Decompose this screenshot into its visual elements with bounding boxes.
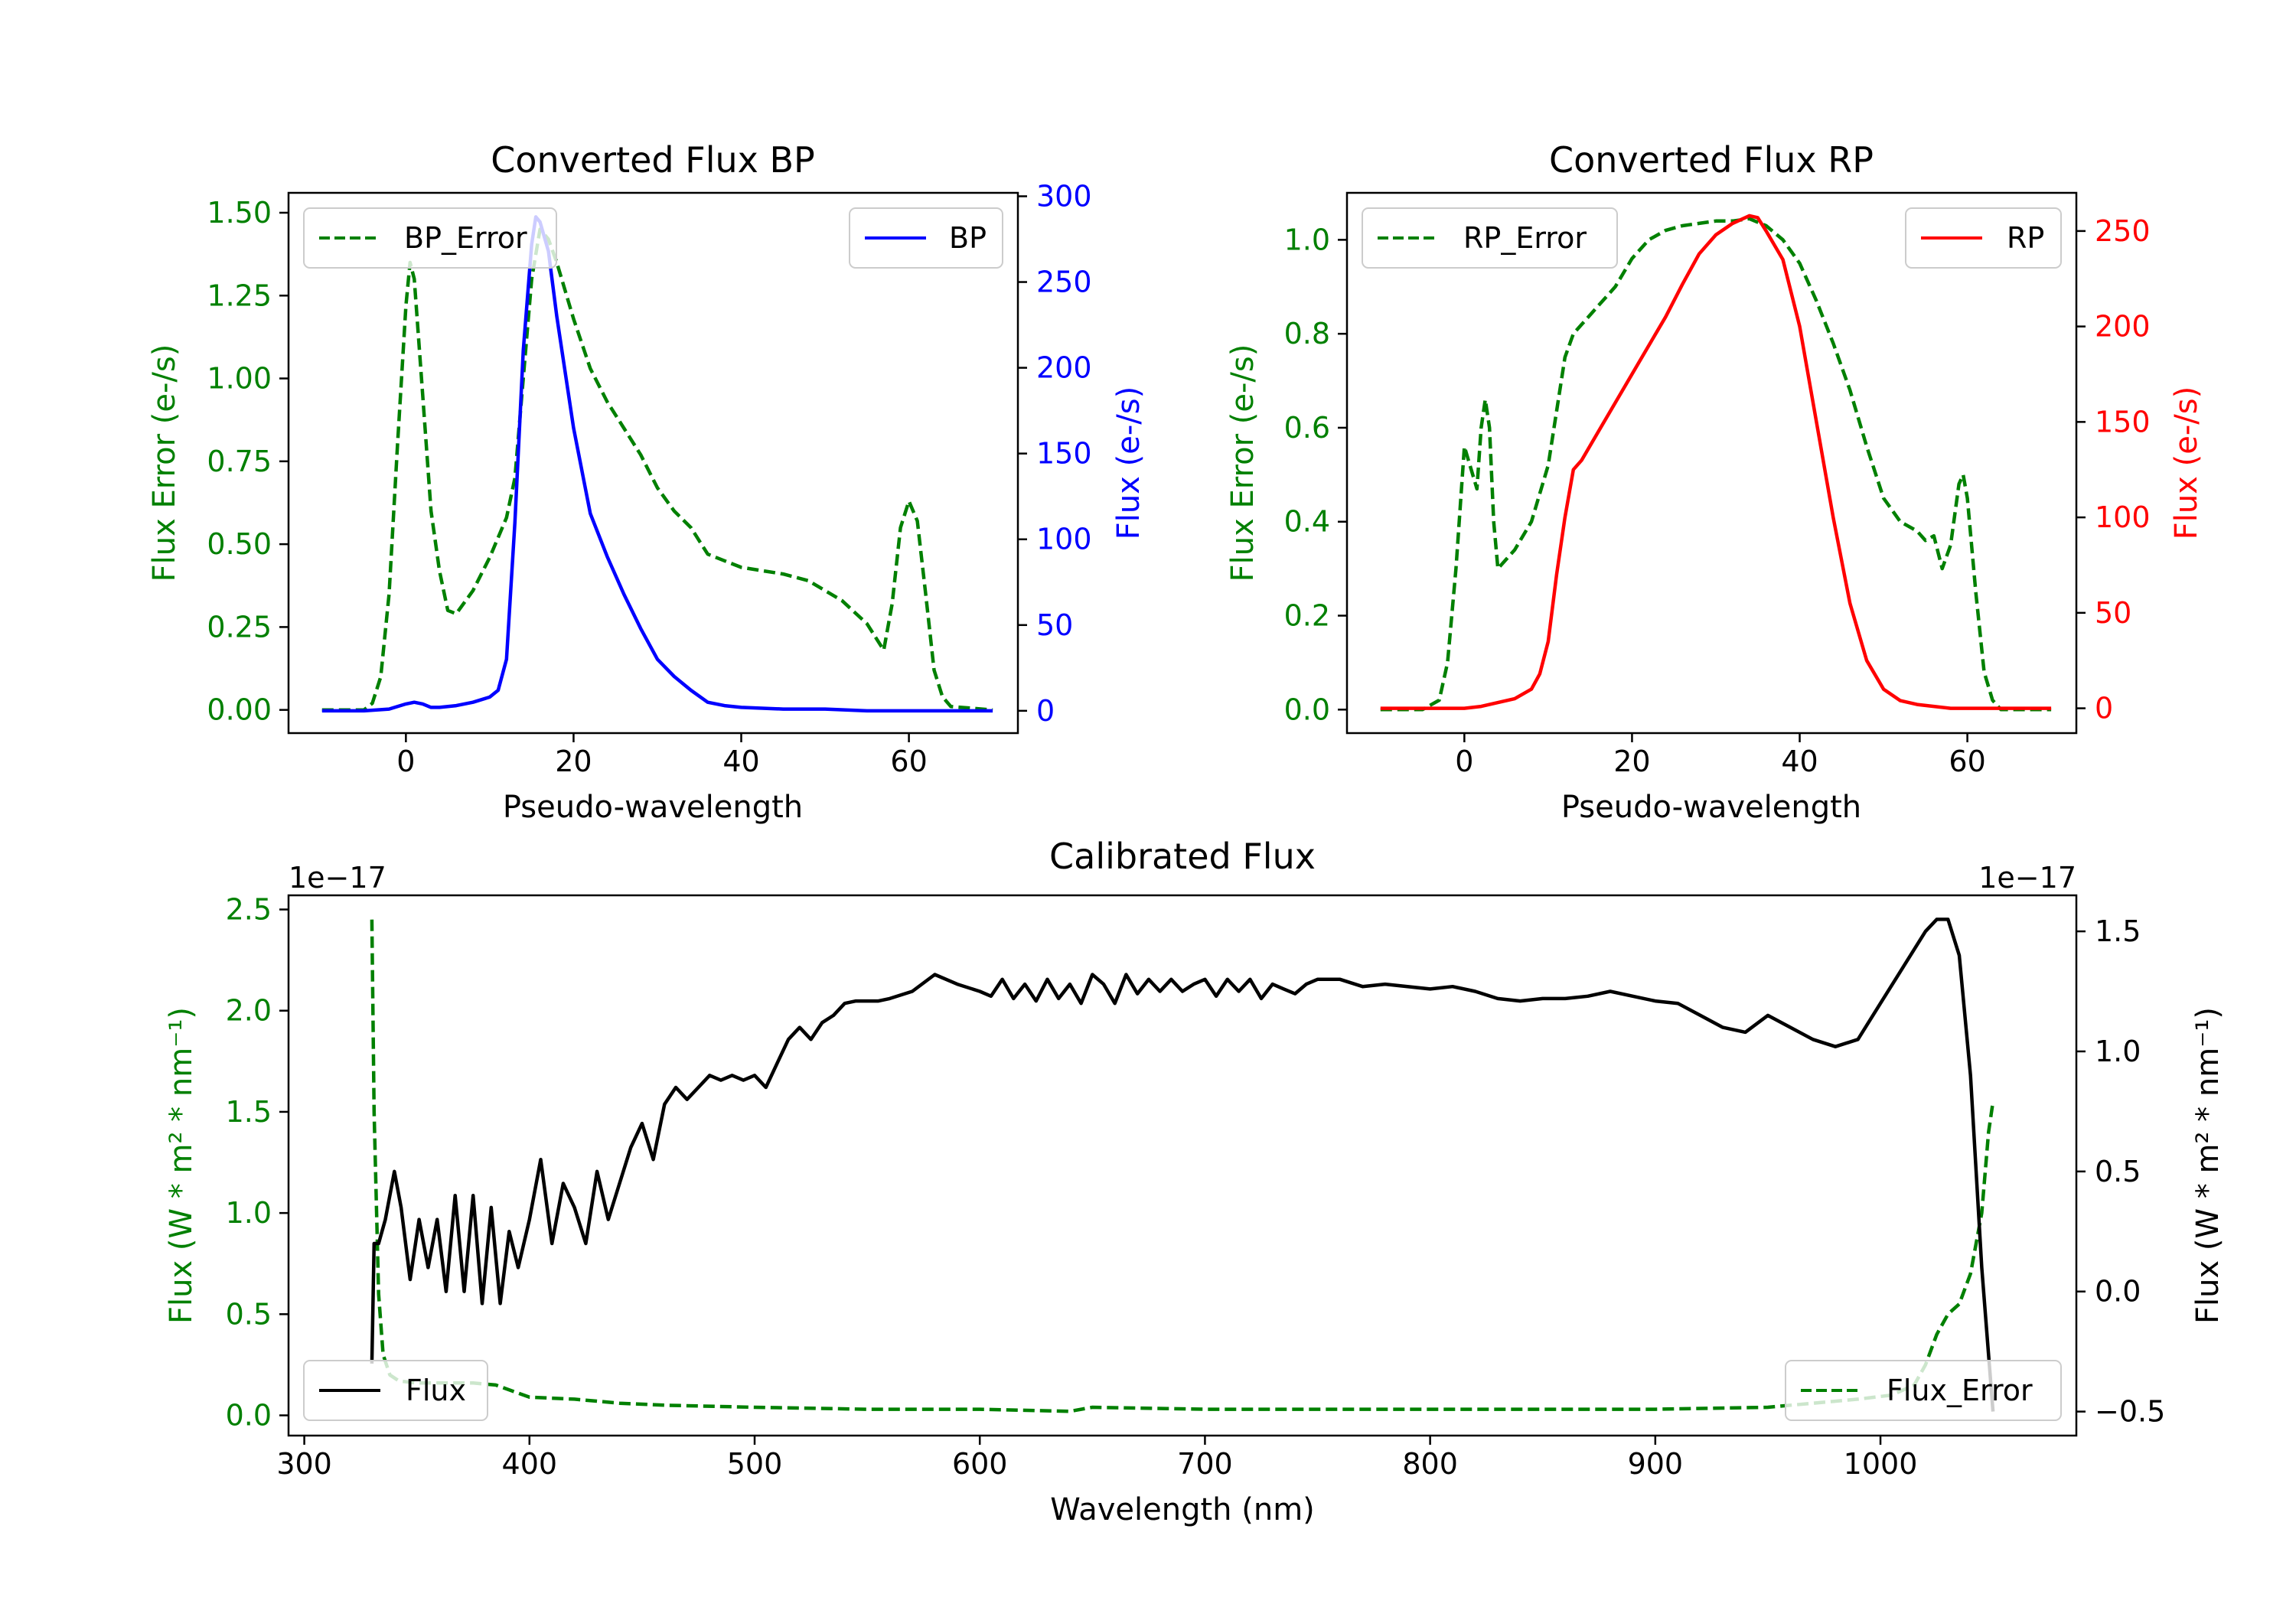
- chart-rp-legend-right: RP: [1905, 207, 2062, 269]
- chart-cal-xtick-label: 800: [1402, 1447, 1458, 1481]
- chart-bp-ylabel-right: Flux (e-/s): [1111, 386, 1146, 539]
- chart-cal-xtick-label: 700: [1177, 1447, 1233, 1481]
- chart-bp-ytick-right-label: 250: [1036, 266, 1092, 299]
- chart-rp-legend-right-label: RP: [2007, 221, 2044, 255]
- chart-cal-ytick-right-label: 1.0: [2095, 1035, 2141, 1068]
- chart-rp-xtick-label: 40: [1781, 745, 1818, 778]
- chart-bp-ytick-right-label: 200: [1036, 351, 1092, 385]
- chart-rp-legend-left: RP_Error: [1362, 207, 1618, 269]
- chart-bp-frame: [287, 191, 1019, 735]
- chart-bp-legend-left-label: BP_Error: [404, 221, 527, 255]
- chart-bp-ytick-right-label: 300: [1036, 179, 1092, 213]
- chart-calibrated-ylabel-left: Flux (W * m² * nm⁻¹): [164, 1007, 199, 1324]
- chart-bp-series-bp-error: [321, 227, 993, 712]
- chart-cal-xtick-label: 1000: [1844, 1447, 1918, 1481]
- chart-rp-xtick-label: 20: [1613, 745, 1650, 778]
- chart-bp-ytick-left-label: 0.75: [207, 445, 272, 478]
- chart-bp-xtick-label: 60: [890, 745, 927, 778]
- chart-bp-ytick-left-label: 0.00: [207, 693, 272, 727]
- chart-calibrated-title: Calibrated Flux: [1049, 836, 1316, 877]
- chart-bp-xlabel: Pseudo-wavelength: [503, 790, 803, 825]
- chart-rp-ytick-left-label: 0.4: [1284, 505, 1330, 539]
- chart-cal-ytick-left-label: 1.0: [226, 1196, 272, 1230]
- chart-bp-title: Converted Flux BP: [491, 139, 815, 181]
- chart-rp-ytick-left-label: 1.0: [1284, 223, 1330, 256]
- chart-bp-xtick-label: 40: [722, 745, 759, 778]
- chart-rp-ylabel-left: Flux Error (e-/s): [1225, 344, 1261, 582]
- chart-rp-legend-left-label: RP_Error: [1463, 221, 1587, 255]
- chart-bp-ytick-right-label: 50: [1036, 608, 1073, 642]
- chart-cal-ytick-right-label: 0.0: [2095, 1275, 2141, 1309]
- chart-calibrated-xlabel: Wavelength (nm): [1050, 1492, 1315, 1527]
- chart-calibrated-frame: [287, 894, 2078, 1437]
- chart-cal-ytick-left-label: 0.5: [226, 1297, 272, 1331]
- chart-bp-xtick-label: 20: [555, 745, 592, 778]
- chart-rp-ytick-right-label: 100: [2095, 500, 2151, 534]
- chart-rp-ytick-left-label: 0.2: [1284, 599, 1330, 633]
- chart-calibrated-legend-right-label: Flux_Error: [1887, 1374, 2033, 1407]
- chart-bp-ytick-left-label: 0.50: [207, 527, 272, 561]
- chart-cal-ytick-right-label: 1.5: [2095, 914, 2141, 948]
- chart-bp-legend-left: BP_Error: [303, 207, 557, 269]
- chart-cal-xtick-label: 500: [727, 1447, 783, 1481]
- chart-rp-ytick-left-label: 0.0: [1284, 693, 1330, 726]
- chart-bp-ytick-left-label: 1.00: [207, 362, 272, 396]
- chart-cal-ytick-left-label: 2.0: [226, 994, 272, 1028]
- chart-rp-ytick-right-label: 200: [2095, 310, 2151, 344]
- chart-cal-ytick-right-label: −0.5: [2095, 1395, 2165, 1429]
- chart-bp-series-bp: [321, 215, 993, 713]
- chart-cal-xtick-label: 400: [502, 1447, 558, 1481]
- chart-cal-xtick-label: 900: [1628, 1447, 1684, 1481]
- chart-rp-series-rp-error: [1380, 217, 2052, 712]
- chart-bp-legend-right-label: BP: [949, 221, 987, 255]
- chart-rp: Converted Flux RP 0 20 40 60 0.0 0.2 0.4 0.6 0.…: [1225, 139, 2204, 825]
- chart-rp-xtick-label: 60: [1949, 745, 1985, 778]
- chart-calibrated: Calibrated Flux 1e−17 1e−17 300 400 500 600…: [164, 836, 2226, 1527]
- chart-bp: Converted Flux BP 0 20 40 60 0.00 0.25 0.50 0.…: [147, 139, 1146, 825]
- chart-bp-ytick-right-label: 100: [1036, 523, 1092, 556]
- chart-rp-ytick-right-label: 250: [2095, 214, 2151, 248]
- chart-calibrated-legend-right: Flux_Error: [1785, 1360, 2062, 1421]
- chart-cal-xtick-label: 300: [276, 1447, 332, 1481]
- chart-bp-xtick-label: 0: [396, 745, 415, 778]
- chart-rp-frame: [1345, 191, 2078, 735]
- chart-calibrated-offset-right: 1e−17: [1978, 861, 2076, 895]
- chart-bp-ytick-right-label: 150: [1036, 437, 1092, 471]
- chart-bp-ytick-left-label: 1.25: [207, 279, 272, 312]
- chart-cal-xtick-label: 600: [952, 1447, 1008, 1481]
- chart-calibrated-legend-left: Flux: [303, 1360, 488, 1421]
- chart-rp-series-rp: [1380, 214, 2052, 710]
- chart-rp-xtick-label: 0: [1455, 745, 1473, 778]
- chart-rp-xlabel: Pseudo-wavelength: [1561, 790, 1861, 825]
- chart-cal-ytick-left-label: 1.5: [226, 1095, 272, 1129]
- chart-calibrated-offset-left: 1e−17: [289, 861, 386, 895]
- chart-rp-ylabel-right: Flux (e-/s): [2169, 386, 2204, 539]
- chart-rp-ytick-left-label: 0.8: [1284, 317, 1330, 350]
- chart-cal-series-flux-error: [370, 919, 1995, 1413]
- chart-bp-ytick-left-label: 1.50: [207, 196, 272, 230]
- chart-cal-ytick-left-label: 0.0: [226, 1399, 272, 1433]
- chart-bp-ytick-left-label: 0.25: [207, 610, 272, 644]
- chart-calibrated-ylabel-right: Flux (W * m² * nm⁻¹): [2190, 1007, 2226, 1324]
- chart-rp-title: Converted Flux RP: [1549, 139, 1874, 181]
- chart-rp-ytick-right-label: 50: [2095, 596, 2131, 630]
- chart-bp-ylabel-left: Flux Error (e-/s): [147, 344, 182, 582]
- chart-cal-series-flux: [370, 918, 1995, 1412]
- chart-bp-legend-right: BP: [849, 207, 1003, 269]
- chart-cal-ytick-right-label: 0.5: [2095, 1155, 2141, 1188]
- chart-cal-ytick-left-label: 2.5: [226, 893, 272, 927]
- chart-calibrated-legend-left-label: Flux: [406, 1374, 466, 1407]
- chart-rp-ytick-left-label: 0.6: [1284, 411, 1330, 445]
- chart-rp-ytick-right-label: 0: [2095, 692, 2113, 725]
- chart-rp-ytick-right-label: 150: [2095, 405, 2151, 438]
- chart-bp-ytick-right-label: 0: [1036, 694, 1055, 728]
